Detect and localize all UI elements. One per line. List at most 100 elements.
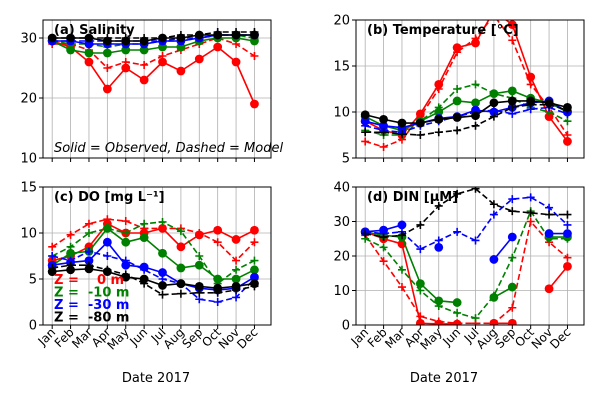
data-point (434, 296, 444, 306)
data-point (250, 225, 259, 235)
y-tick-label: 10 (20, 227, 37, 242)
data-point (379, 243, 388, 252)
series-line (365, 231, 458, 304)
plot-frame (42, 186, 272, 326)
data-point (361, 128, 370, 137)
data-point (66, 248, 75, 258)
panel-do: 051015JanFebMarAprMayJunJulAugSepOctNovD… (20, 181, 272, 353)
data-point (139, 75, 149, 85)
series-line (493, 236, 513, 260)
data-point (508, 303, 517, 312)
data-point (489, 319, 498, 325)
series-line (364, 209, 568, 320)
data-point (361, 229, 370, 238)
data-point (379, 142, 388, 151)
data-point (103, 252, 112, 260)
data-point (563, 261, 572, 271)
data-point (176, 227, 185, 236)
data-point (434, 80, 444, 89)
data-point (563, 106, 572, 115)
series-red-solid (360, 227, 572, 325)
data-point (102, 237, 112, 247)
data-point (213, 298, 222, 306)
data-point (489, 98, 499, 108)
data-point (471, 187, 480, 193)
data-point (490, 11, 498, 19)
data-point (416, 312, 425, 321)
data-point (415, 279, 425, 288)
data-point (379, 233, 388, 242)
data-point (195, 229, 204, 237)
data-point (140, 34, 149, 42)
data-point (507, 318, 517, 325)
y-tick-label: 30 (333, 215, 350, 230)
data-point (103, 64, 112, 72)
data-point (489, 200, 498, 209)
data-point (545, 210, 554, 219)
series-group (47, 215, 259, 306)
legend-entry: Z = 0 m (54, 273, 124, 288)
series-line (51, 40, 256, 105)
figure-note: Solid = Observed, Dashed = Model (54, 141, 283, 156)
data-point (416, 131, 425, 139)
data-point (453, 227, 462, 236)
data-point (176, 279, 186, 288)
grid (356, 19, 584, 159)
data-point (507, 232, 517, 242)
data-point (452, 298, 462, 307)
data-point (508, 253, 517, 262)
x-tick-label: Jun (439, 325, 463, 349)
data-point (84, 57, 94, 67)
panel-title: (b) Temperature [°C] (367, 23, 519, 38)
data-point (526, 217, 535, 226)
series-black-dashed (361, 100, 572, 139)
y-tick-label: 5 (342, 152, 350, 167)
data-point (139, 233, 149, 243)
data-point (66, 265, 75, 275)
data-point (360, 110, 370, 120)
data-point (397, 283, 406, 292)
legend: Z = 0 mZ = -10 mZ = -30 mZ = -80 m (54, 273, 129, 326)
data-point (140, 279, 149, 288)
data-point (103, 34, 112, 42)
panel-temperature: 5 10 15 20 (b) Temperature [°C] (333, 6, 585, 167)
data-point (434, 317, 443, 325)
data-point (84, 219, 93, 228)
data-point (397, 118, 407, 128)
series-line (52, 31, 255, 39)
y-tick-label: 0 (342, 319, 350, 334)
data-point (140, 61, 149, 69)
legend-entry: Z = -10 m (54, 286, 129, 301)
data-point (360, 116, 370, 126)
data-point (526, 100, 535, 109)
data-point (544, 229, 554, 238)
data-point (213, 42, 223, 52)
data-point (434, 236, 443, 245)
data-point (397, 220, 407, 230)
data-point (453, 319, 462, 325)
data-point (490, 6, 499, 15)
data-point (213, 288, 222, 297)
data-point (545, 100, 554, 109)
data-point (213, 225, 223, 235)
data-point (213, 283, 223, 293)
data-point (563, 229, 572, 238)
plot-frame (42, 19, 272, 159)
x-tick-label: Jun (126, 325, 150, 349)
series-group (360, 187, 572, 325)
data-point (453, 48, 462, 57)
data-point (158, 57, 167, 67)
data-point (66, 242, 75, 251)
data-point (195, 252, 204, 260)
series-line (548, 265, 569, 290)
data-point (84, 229, 93, 237)
data-point (471, 34, 480, 43)
x-tick-label: Dec (547, 325, 573, 351)
data-point (415, 318, 425, 325)
y-tick-label: 0 (29, 319, 37, 334)
data-point (250, 52, 259, 60)
data-point (84, 261, 93, 270)
data-point (453, 189, 462, 198)
data-point (250, 265, 259, 275)
